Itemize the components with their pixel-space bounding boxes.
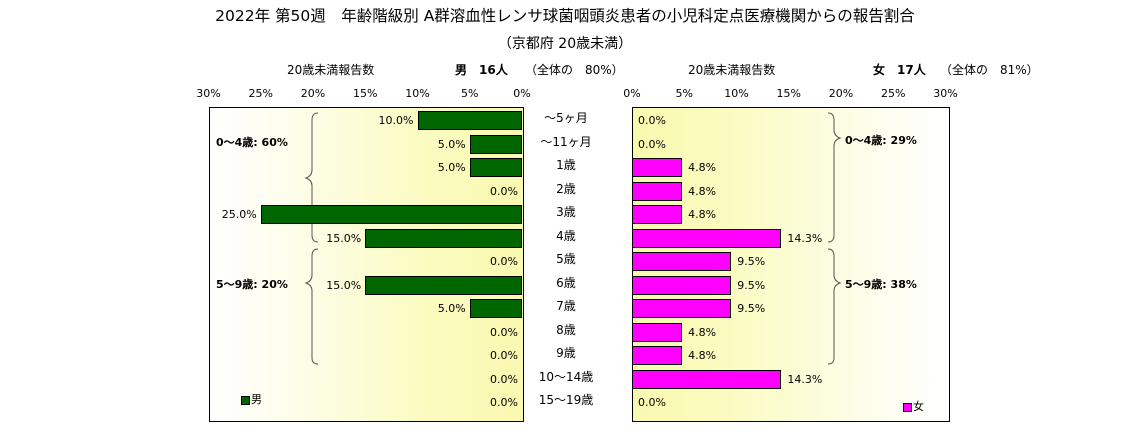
female-data-label: 4.8%	[688, 184, 717, 198]
female-bar	[632, 275, 732, 295]
female-data-label: 0.0%	[638, 396, 666, 409]
male-bar	[260, 205, 522, 224]
age-category-label: 5歳	[556, 252, 576, 266]
male-legend-swatch	[241, 395, 250, 405]
female-bar	[632, 299, 732, 318]
male-report-label: 20歳未満報告数	[287, 63, 375, 77]
male-tick-label: 25%	[248, 87, 273, 100]
male-data-label: 5.0%	[437, 137, 466, 151]
female-data-label: 0.0%	[638, 114, 666, 127]
male-bar	[417, 111, 522, 130]
male-bar	[365, 228, 522, 248]
age-category-label: ～11ヶ月	[540, 134, 592, 149]
male-bar	[365, 275, 522, 295]
female-tick-label: 10%	[724, 87, 749, 100]
male-data-label: 0.0%	[490, 184, 518, 198]
male-group-0-4: 0～4歳: 60%	[216, 136, 288, 149]
female-bar	[632, 369, 782, 389]
age-category-label: 1歳	[556, 158, 576, 172]
male-tick-label: 5%	[461, 87, 479, 100]
female-legend: 女	[903, 398, 924, 414]
female-data-label: 4.8%	[688, 208, 717, 221]
female-legend-label: 女	[913, 400, 924, 413]
male-tick-label: 15%	[353, 87, 378, 100]
male-bar	[469, 299, 522, 318]
female-bar	[632, 322, 683, 342]
age-category-label: 4歳	[556, 228, 576, 243]
male-data-label: 5.0%	[437, 161, 466, 174]
female-data-label: 9.5%	[737, 302, 766, 315]
female-group-0-4: 0～4歳: 29%	[845, 134, 917, 147]
male-data-label: 0.0%	[490, 325, 518, 339]
female-legend-swatch	[903, 402, 912, 412]
age-category-label: 9歳	[556, 346, 576, 360]
male-data-label: 5.0%	[437, 302, 466, 315]
male-bar	[469, 134, 522, 154]
male-tick-label: 0%	[513, 87, 531, 100]
age-category-label: 15～19歳	[538, 393, 594, 407]
female-tick-label: 20%	[828, 87, 854, 100]
male-tick-label: 20%	[300, 87, 326, 100]
male-count: 男 16人	[455, 63, 508, 77]
age-category-label: 8歳	[556, 322, 576, 337]
male-legend-label: 男	[251, 393, 262, 406]
female-data-label: 14.3%	[787, 372, 823, 386]
chart-subtitle: （京都府 20歳未満）	[497, 36, 633, 52]
male-tick-label: 30%	[196, 87, 221, 100]
male-share: （全体の 80%）	[525, 63, 624, 77]
male-bar	[469, 158, 522, 177]
male-brace-0-4	[304, 112, 319, 243]
age-category-label: ～5ヶ月	[544, 111, 588, 125]
female-count: 女 17人	[873, 63, 926, 77]
female-brace-0-4	[827, 112, 842, 243]
female-bar	[632, 346, 683, 365]
female-data-label: 4.8%	[688, 161, 717, 174]
female-group-5-9: 5～9歳: 38%	[845, 278, 917, 291]
age-category-label: 3歳	[556, 205, 576, 219]
male-data-label: 0.0%	[490, 349, 518, 362]
female-brace-5-9	[827, 248, 842, 365]
male-brace-5-9	[304, 248, 319, 365]
male-data-label: 15.0%	[326, 231, 362, 245]
male-group-5-9: 5～9歳: 20%	[216, 278, 288, 291]
age-category-label: 6歳	[556, 275, 576, 290]
age-category-label: 10～14歳	[538, 369, 594, 384]
female-share: （全体の 81%）	[940, 63, 1039, 77]
female-report-label: 20歳未満報告数	[688, 63, 776, 77]
female-data-label: 4.8%	[688, 325, 717, 339]
female-tick-label: 30%	[933, 87, 958, 100]
male-data-label: 0.0%	[490, 255, 518, 268]
female-data-label: 9.5%	[737, 255, 766, 268]
female-tick-label: 15%	[776, 87, 801, 100]
male-data-label: 25.0%	[221, 208, 257, 221]
female-bar	[632, 158, 683, 177]
female-tick-label: 5%	[675, 87, 693, 100]
male-legend: 男	[241, 391, 262, 407]
male-data-label: 15.0%	[326, 278, 362, 292]
male-data-label: 0.0%	[490, 372, 518, 386]
female-bar	[632, 228, 782, 248]
male-data-label: 0.0%	[490, 396, 518, 409]
female-data-label: 9.5%	[737, 278, 766, 292]
male-data-label: 10.0%	[378, 114, 414, 127]
female-data-label: 0.0%	[638, 137, 666, 151]
age-category-label: 2歳	[556, 181, 576, 196]
female-bar	[632, 181, 683, 201]
female-bar	[632, 252, 732, 271]
male-tick-label: 10%	[405, 87, 430, 100]
chart-title: 2022年 第50週 年齢階級別 A群溶血性レンサ球菌咽頭炎患者の小児科定点医療…	[215, 7, 915, 25]
female-tick-label: 25%	[881, 87, 906, 100]
female-tick-label: 0%	[623, 87, 641, 100]
female-data-label: 14.3%	[787, 231, 823, 245]
female-data-label: 4.8%	[688, 349, 717, 362]
female-bar	[632, 205, 683, 224]
age-category-label: 7歳	[556, 299, 576, 313]
